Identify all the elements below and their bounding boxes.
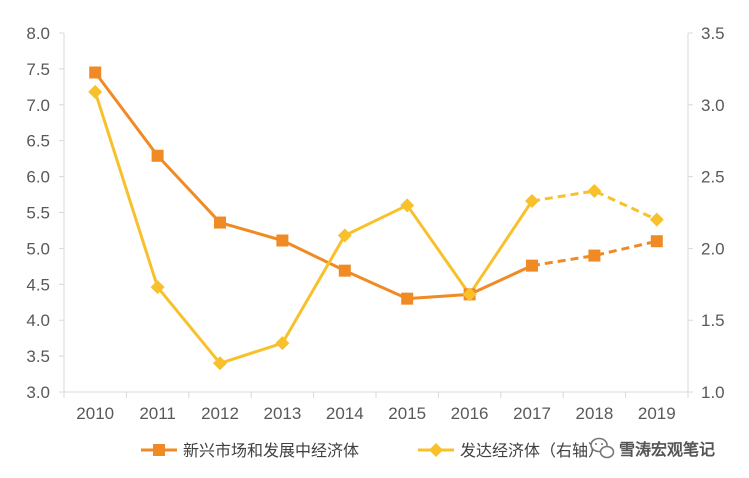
data-point-advanced [213,356,227,371]
series-line-0 [93,71,533,301]
y-right-tick-label: 1.0 [701,383,725,402]
y-left-tick-label: 7.5 [26,60,50,79]
series-line-1 [93,91,534,365]
legend-label-emerging: 新兴市场和发展中经济体 [183,441,359,460]
y-right-tick-label: 2.5 [701,168,725,187]
y-left-tick-label: 6.0 [26,168,50,187]
data-point-advanced [462,287,477,302]
data-point-emerging [650,235,663,248]
wechat-icon [590,437,615,459]
y-right-tick-label: 2.0 [701,239,725,258]
y-left-tick-label: 8.0 [26,24,50,43]
x-tick-label: 2019 [638,404,676,423]
y-left-tick-label: 3.5 [26,347,50,366]
data-point-advanced [88,84,103,99]
data-point-advanced [587,183,602,198]
legend-marker-emerging [153,444,165,456]
data-point-emerging [338,264,351,277]
watermark: 雪涛宏观笔记 [590,437,715,459]
series-line-projected-0 [531,239,658,268]
data-point-advanced [337,228,352,243]
legend: 新兴市场和发展中经济体 发达经济体（右轴） [141,441,604,460]
legend-marker-advanced [429,443,443,457]
x-tick-label: 2011 [139,404,176,423]
y-left-tick-label: 4.5 [26,275,50,294]
series-line-projected-1 [531,189,658,222]
y-right-tick-label: 3.5 [701,24,725,43]
x-tick-label: 2017 [513,404,551,423]
chart-markers [88,66,664,371]
watermark-text: 雪涛宏观笔记 [619,440,715,459]
legend-label-advanced: 发达经济体（右轴） [460,441,604,460]
data-point-advanced [525,194,539,209]
data-point-emerging [214,216,226,229]
y-left-tick-label: 7.0 [26,96,50,115]
x-tick-label: 2016 [451,404,489,423]
x-tick-label: 2013 [263,404,301,423]
data-point-emerging [401,292,414,305]
y-left-tick-label: 4.0 [26,311,50,330]
data-point-emerging [276,234,289,247]
chart-series [93,71,658,365]
data-point-emerging [526,259,538,272]
x-tick-label: 2010 [76,404,114,423]
x-tick-label: 2012 [201,404,239,423]
data-point-emerging [89,66,102,79]
data-point-emerging [588,249,601,262]
data-point-emerging [151,149,164,162]
data-point-advanced [150,280,165,295]
x-tick-label: 2014 [326,404,364,423]
data-point-advanced [275,336,290,351]
y-left-tick-label: 5.0 [26,239,50,258]
y-left-tick-label: 3.0 [26,383,50,402]
data-point-advanced [400,198,415,213]
y-left-tick-label: 6.5 [26,132,50,151]
y-right-tick-label: 1.5 [701,311,725,330]
x-tick-label: 2015 [388,404,426,423]
x-tick-label: 2018 [575,404,613,423]
data-point-advanced [649,212,664,227]
chart-axes: 3.0 3.5 4.0 4.5 5.0 5.5 6.0 6.5 7.0 7.5 8.0 1.0 1.5 2… [26,24,724,423]
y-right-tick-label: 3.0 [701,96,725,115]
y-left-tick-label: 5.5 [26,204,50,223]
